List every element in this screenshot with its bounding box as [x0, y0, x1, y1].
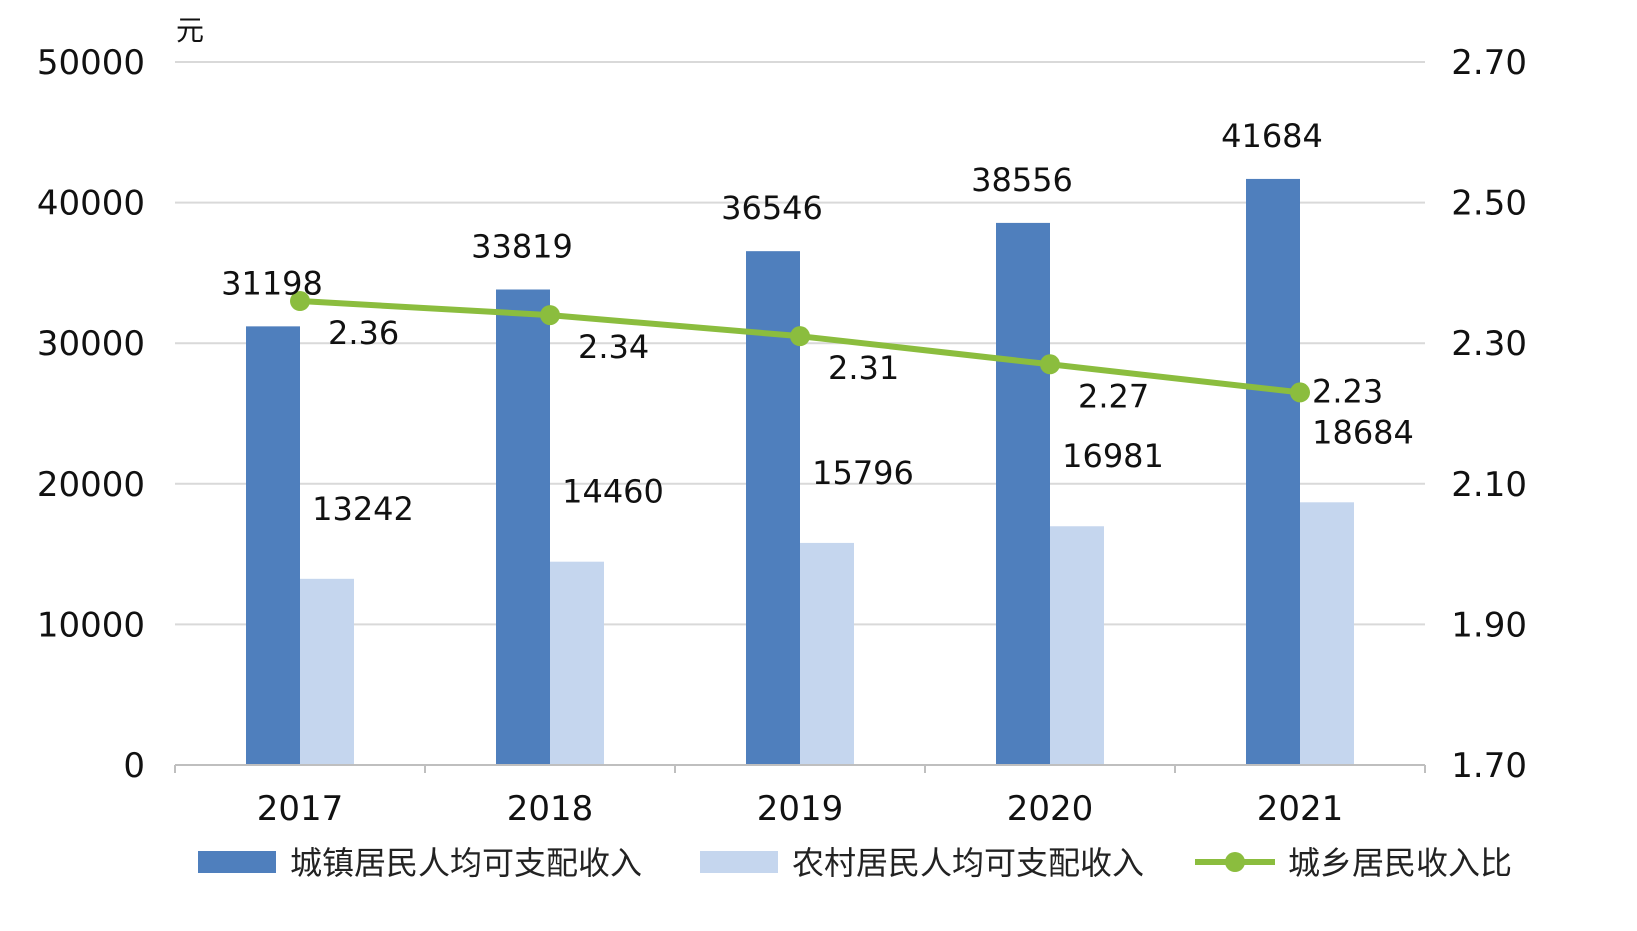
x-axis: 2017 2018 2019 2020 2021 [174, 764, 1426, 829]
y-axis-right: 1.70 1.90 2.10 2.30 2.50 2.70 [1451, 43, 1527, 786]
y-tick-label: 40000 [37, 184, 145, 224]
data-label-rural: 18684 [1312, 413, 1414, 451]
data-label-ratio: 2.31 [828, 349, 899, 387]
bar-rural [1300, 502, 1354, 765]
ratio-point [790, 326, 810, 347]
bar-urban [246, 326, 300, 765]
ratio-point [1040, 354, 1060, 375]
y-tick-label: 10000 [37, 605, 145, 645]
bar-rural [550, 561, 604, 765]
data-label-urban: 33819 [471, 228, 573, 266]
income-ratio-line [290, 291, 1310, 403]
y2-tick-label: 2.50 [1451, 184, 1527, 224]
data-label-rural: 13242 [312, 490, 414, 528]
data-label-rural: 14460 [562, 473, 664, 511]
legend-swatch-rural [700, 851, 778, 873]
bar-rural [300, 578, 354, 765]
bar-rural [800, 542, 854, 765]
y2-tick-label: 2.10 [1451, 465, 1527, 505]
data-label-rural: 16981 [1062, 437, 1164, 475]
legend-marker-ratio [1225, 852, 1245, 872]
data-label-ratio: 2.23 [1312, 372, 1383, 410]
bar-urban [996, 222, 1050, 765]
data-label-urban: 36546 [721, 189, 823, 227]
y-axis-left: 0 10000 20000 30000 40000 50000 [37, 43, 145, 786]
bar-rural [1050, 526, 1104, 765]
legend-label-rural: 农村居民人均可支配收入 [792, 844, 1144, 882]
data-label-urban: 41684 [1221, 117, 1323, 155]
y-tick-label: 50000 [37, 43, 145, 83]
legend-label-urban: 城镇居民人均可支配收入 [290, 844, 642, 882]
bar-urban [1246, 178, 1300, 765]
bar-urban [746, 251, 800, 766]
data-label-urban: 38556 [971, 161, 1073, 199]
urban-income-bars [246, 178, 1300, 766]
data-label-urban: 31198 [221, 264, 323, 302]
data-label-ratio: 2.34 [578, 328, 649, 366]
rural-income-bars [300, 502, 1354, 765]
x-tick-label: 2019 [757, 789, 844, 829]
x-tick-label: 2021 [1257, 789, 1344, 829]
y2-tick-label: 1.70 [1451, 746, 1527, 786]
bar-urban [496, 289, 550, 765]
y-tick-label: 0 [123, 746, 145, 786]
legend: 城镇居民人均可支配收入 农村居民人均可支配收入 城乡居民收入比 [198, 844, 1512, 882]
x-tick-label: 2020 [1007, 789, 1094, 829]
x-tick-label: 2018 [507, 789, 594, 829]
x-tick-label: 2017 [257, 789, 344, 829]
legend-swatch-urban [198, 851, 276, 873]
data-labels: 31198 13242 33819 14460 36546 15796 38556 16981… [221, 117, 1414, 528]
y-tick-label: 30000 [37, 324, 145, 364]
ratio-point [1290, 382, 1310, 403]
data-label-ratio: 2.36 [328, 314, 399, 352]
y2-tick-label: 2.30 [1451, 324, 1527, 364]
y2-tick-label: 2.70 [1451, 43, 1527, 83]
legend-label-ratio: 城乡居民收入比 [1288, 844, 1512, 882]
data-label-rural: 15796 [812, 454, 914, 492]
y-tick-label: 20000 [37, 465, 145, 505]
ratio-point [540, 305, 560, 326]
ratio-point [290, 291, 310, 312]
data-label-ratio: 2.27 [1078, 377, 1149, 415]
y-axis-unit: 元 [176, 14, 204, 47]
y2-tick-label: 1.90 [1451, 605, 1527, 645]
